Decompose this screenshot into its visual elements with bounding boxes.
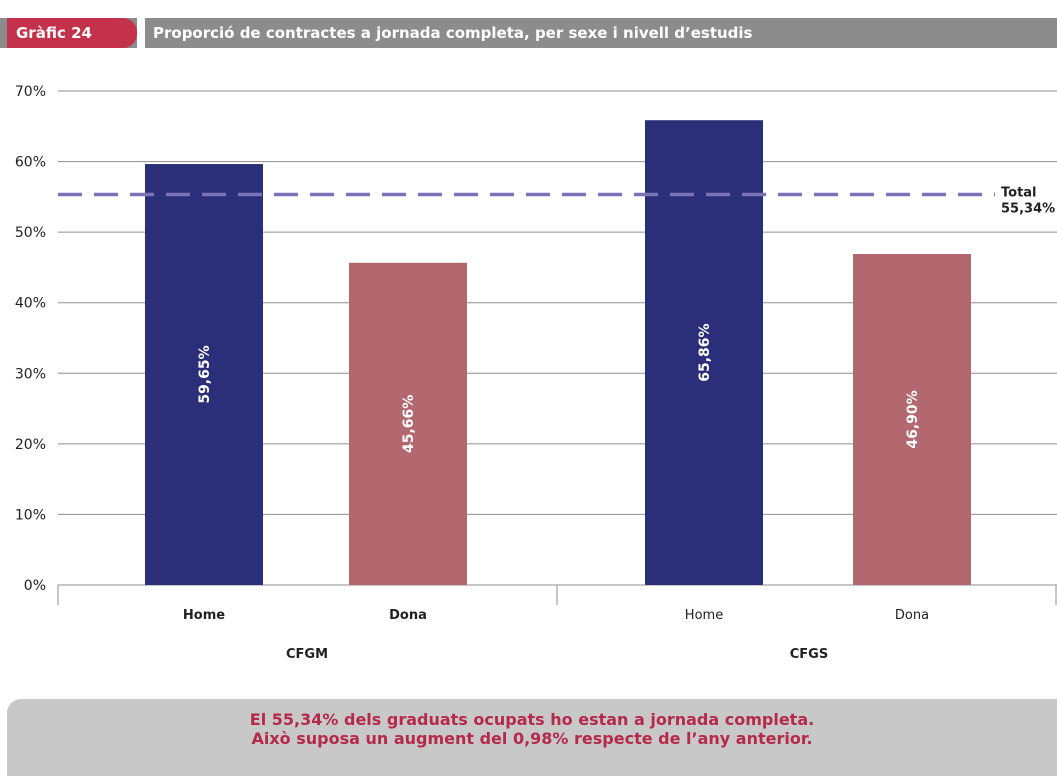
y-tick-label: 60% <box>15 155 46 171</box>
bar-value-label: 46,90% <box>905 390 921 448</box>
y-tick-label: 10% <box>15 507 46 523</box>
bar-value-label: 59,65% <box>197 345 213 403</box>
x-category-label: Home <box>183 608 225 623</box>
tag-separator <box>137 18 145 48</box>
x-category-label: Dona <box>895 608 929 623</box>
x-category-label: Dona <box>389 608 427 623</box>
reference-line-label: Total <box>1001 185 1037 200</box>
bar <box>645 120 763 586</box>
bar <box>349 262 467 585</box>
bar <box>853 254 971 585</box>
x-group-label: CFGM <box>286 647 328 662</box>
summary-text: El 55,34% dels graduats ocupats ho estan… <box>7 710 1057 748</box>
bar-chart: 0% 10% 20% 30% 40% 50% 60% 70% 59,65% Home 45,66% D… <box>15 84 1057 662</box>
y-tick-label: 40% <box>15 296 46 312</box>
x-category-label: Home <box>685 608 723 623</box>
summary-box <box>7 699 1057 776</box>
chart-number-tag: Gràfic 24 <box>7 18 137 48</box>
summary-line-1: El 55,34% dels graduats ocupats ho estan… <box>249 710 815 729</box>
title-band <box>0 18 1057 48</box>
y-tick-label: 30% <box>15 366 46 382</box>
bar-value-label: 45,66% <box>401 395 417 453</box>
y-tick-label: 50% <box>15 225 46 241</box>
x-group-label: CFGS <box>790 647 828 662</box>
reference-line-value: 55,34% <box>1001 201 1055 216</box>
bar-value-label: 65,86% <box>697 323 713 381</box>
chart-title: Proporció de contractes a jornada comple… <box>153 24 753 42</box>
y-tick-label: 70% <box>15 84 46 100</box>
bar <box>145 164 263 585</box>
y-tick-label: 20% <box>15 437 46 453</box>
y-tick-label: 0% <box>24 578 46 594</box>
summary-line-2: Això suposa un augment del 0,98% respect… <box>251 729 813 748</box>
